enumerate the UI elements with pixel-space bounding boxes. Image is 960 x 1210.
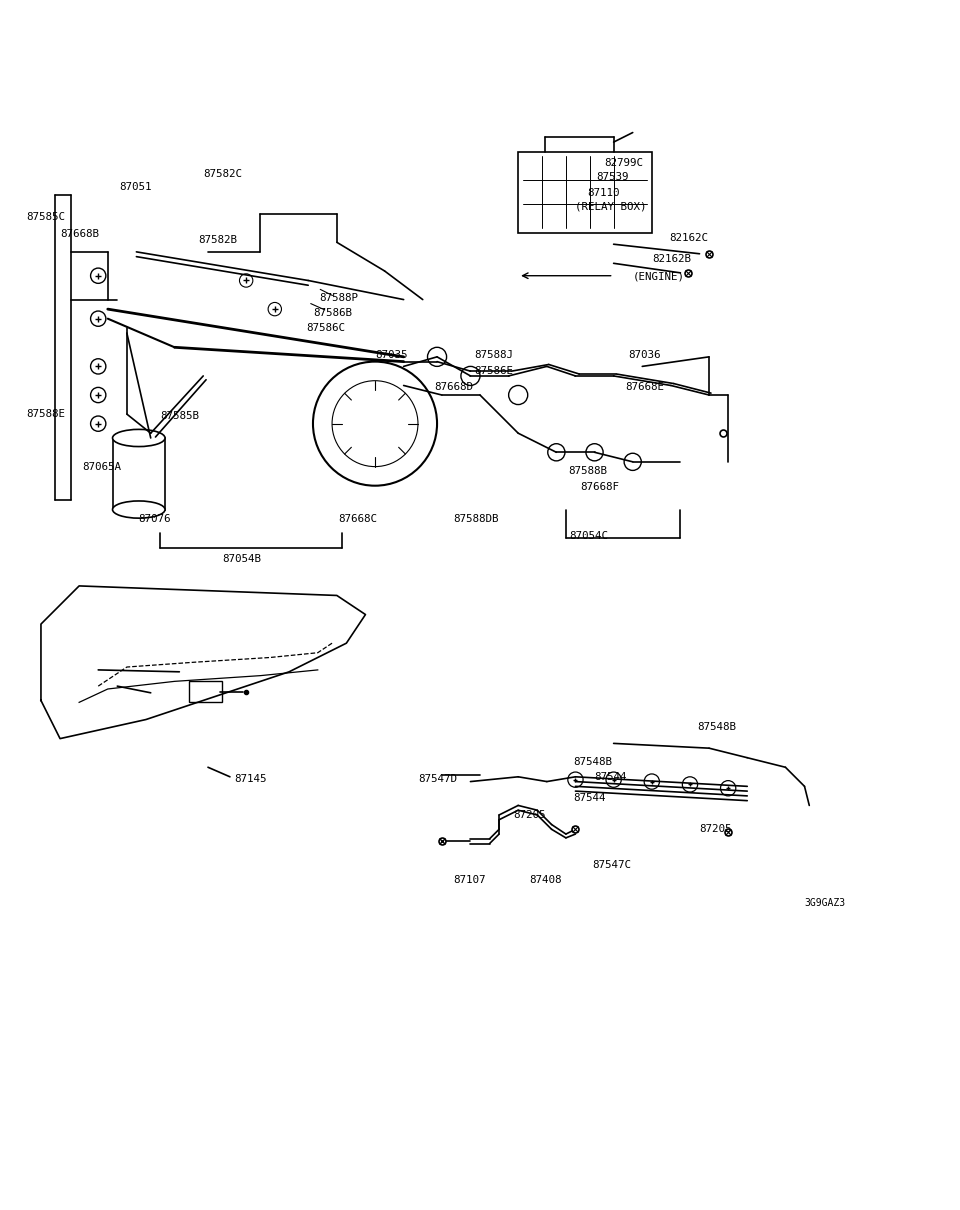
Text: (RELAY BOX): (RELAY BOX): [575, 202, 647, 212]
Ellipse shape: [112, 430, 165, 446]
Text: 87065A: 87065A: [82, 461, 121, 472]
Circle shape: [644, 774, 660, 789]
Text: 87544: 87544: [594, 772, 627, 782]
Text: 87586C: 87586C: [306, 323, 346, 333]
Circle shape: [268, 302, 281, 316]
Circle shape: [313, 362, 437, 485]
Text: 87588B: 87588B: [567, 466, 607, 477]
Text: 87205: 87205: [514, 809, 546, 820]
Circle shape: [721, 780, 735, 796]
Circle shape: [567, 772, 583, 788]
Text: 87588DB: 87588DB: [453, 514, 499, 524]
Text: 87107: 87107: [453, 875, 486, 885]
Circle shape: [624, 454, 641, 471]
Bar: [112, 438, 165, 509]
Circle shape: [586, 444, 603, 461]
Ellipse shape: [112, 501, 165, 518]
Text: 87054C: 87054C: [568, 531, 608, 541]
Circle shape: [683, 777, 698, 793]
Text: 87582C: 87582C: [204, 168, 242, 179]
Text: 87145: 87145: [233, 773, 266, 784]
Text: 82162C: 82162C: [669, 234, 708, 243]
Text: (ENGINE): (ENGINE): [633, 272, 684, 282]
Text: 87668E: 87668E: [625, 382, 664, 392]
Text: 87588E: 87588E: [27, 409, 65, 419]
Text: 87051: 87051: [119, 182, 152, 192]
Text: 87585B: 87585B: [160, 411, 200, 421]
Text: 87539: 87539: [596, 172, 629, 183]
Text: 82162B: 82162B: [652, 254, 691, 265]
Text: 87547C: 87547C: [592, 859, 632, 870]
Text: 87408: 87408: [530, 875, 563, 885]
Circle shape: [548, 444, 564, 461]
Text: 87036: 87036: [628, 350, 660, 359]
Circle shape: [332, 381, 418, 467]
Text: 87548B: 87548B: [573, 756, 612, 766]
Bar: [518, 151, 652, 232]
Text: 82799C: 82799C: [604, 159, 643, 168]
Text: 87588P: 87588P: [320, 293, 359, 302]
Text: 87110: 87110: [587, 188, 619, 197]
Text: 87205: 87205: [700, 824, 732, 834]
Circle shape: [509, 386, 528, 404]
Text: 87544: 87544: [573, 793, 606, 802]
Text: 87076: 87076: [138, 514, 171, 524]
Text: 87668D: 87668D: [434, 382, 473, 392]
Text: 87035: 87035: [375, 350, 407, 359]
Circle shape: [461, 367, 480, 386]
Text: 3G9GAZ3: 3G9GAZ3: [804, 898, 846, 908]
Bar: [189, 681, 223, 702]
Text: 87668C: 87668C: [339, 514, 377, 524]
Circle shape: [239, 273, 252, 287]
Text: 87588J: 87588J: [474, 350, 514, 359]
Text: 87585C: 87585C: [27, 213, 65, 223]
Text: 87548B: 87548B: [698, 722, 736, 732]
Text: 87054B: 87054B: [223, 554, 261, 564]
Text: 87547D: 87547D: [418, 773, 457, 784]
Text: 87586E: 87586E: [474, 367, 514, 376]
Text: 87582B: 87582B: [199, 236, 237, 246]
Text: 87668F: 87668F: [580, 482, 619, 491]
Text: 87668B: 87668B: [60, 229, 99, 238]
Text: 87586B: 87586B: [313, 307, 352, 318]
Circle shape: [606, 772, 621, 788]
Circle shape: [427, 347, 446, 367]
